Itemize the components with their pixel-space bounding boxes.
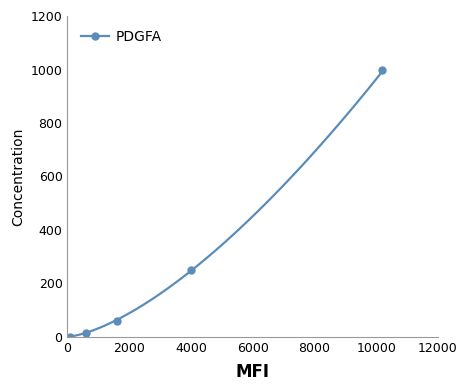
PDGFA xyxy=(114,318,120,323)
PDGFA xyxy=(83,330,89,335)
Line: PDGFA: PDGFA xyxy=(67,66,386,340)
Legend: PDGFA: PDGFA xyxy=(75,23,169,51)
Y-axis label: Concentration: Concentration xyxy=(11,127,25,225)
PDGFA xyxy=(68,334,73,339)
PDGFA xyxy=(379,67,385,72)
PDGFA xyxy=(188,268,194,272)
X-axis label: MFI: MFI xyxy=(236,363,270,381)
